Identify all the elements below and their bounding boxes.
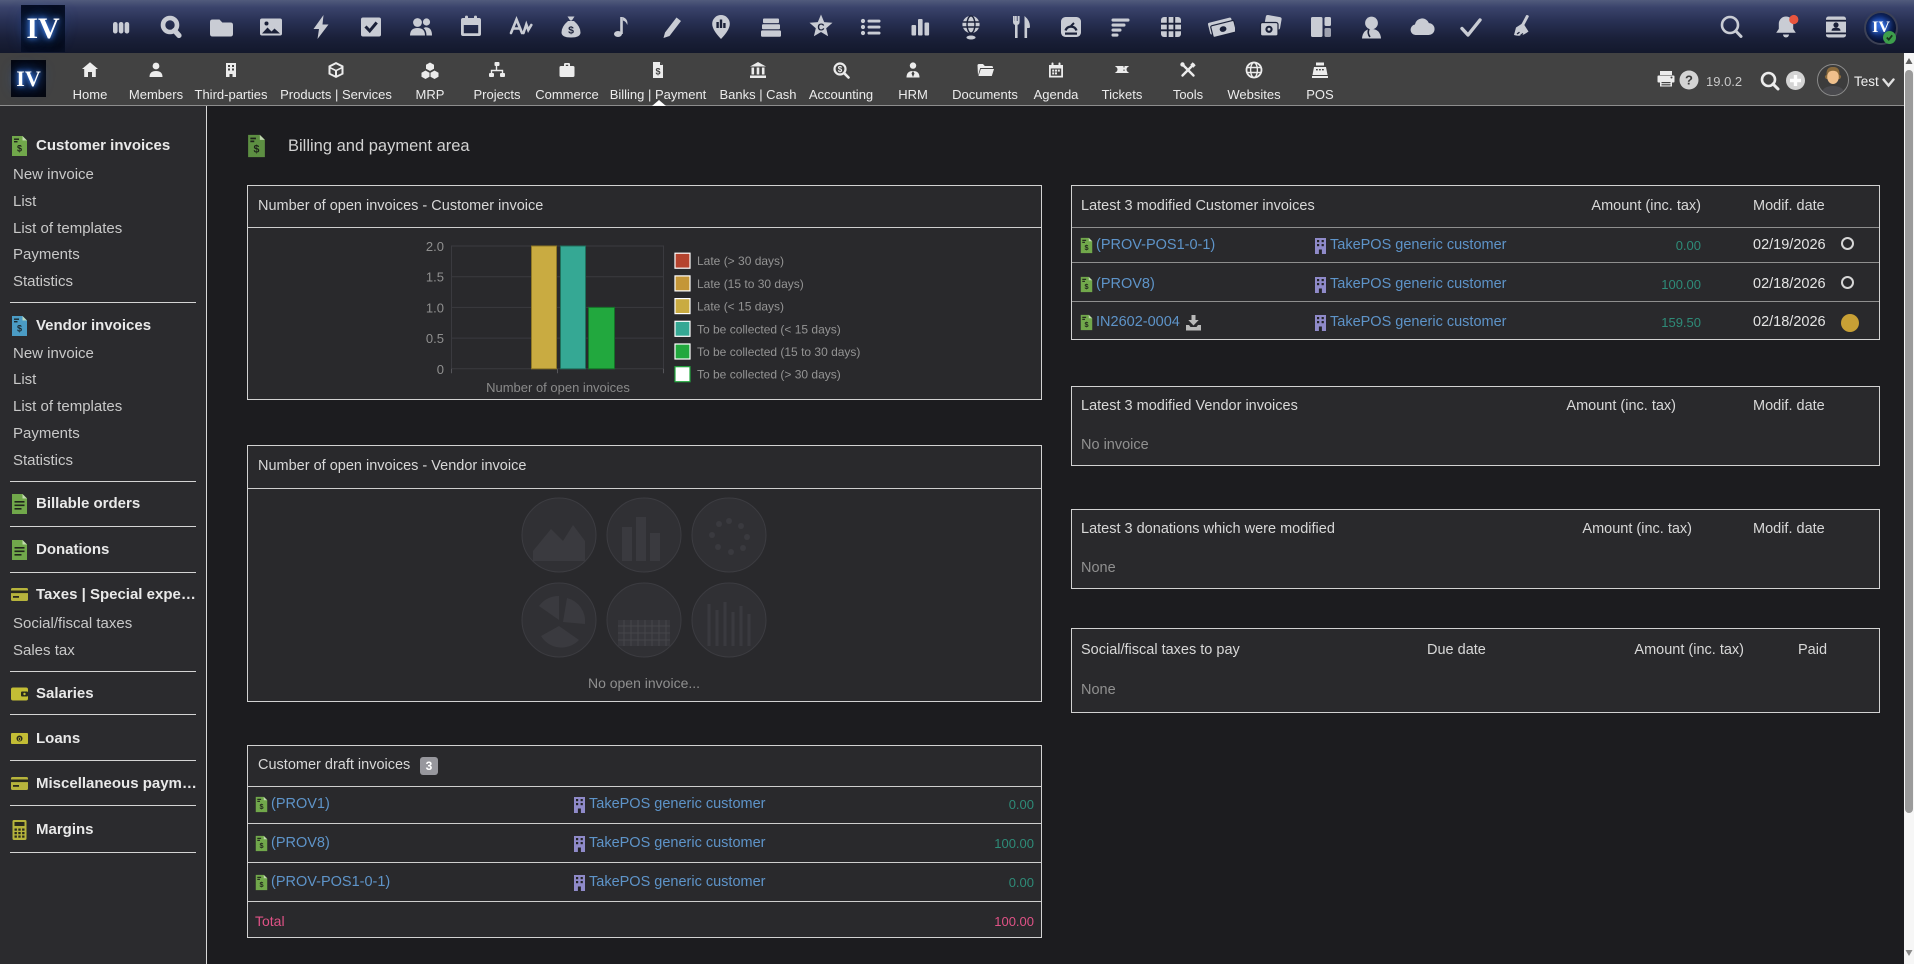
svg-text:0: 0 — [18, 737, 21, 743]
svg-text:No open invoice...: No open invoice... — [588, 675, 700, 691]
svg-text:$: $ — [259, 841, 263, 850]
svg-text:0.5: 0.5 — [426, 331, 444, 346]
svg-text:$: $ — [17, 324, 22, 334]
svg-text:$: $ — [1084, 320, 1088, 329]
svg-text:$: $ — [1084, 282, 1088, 291]
svg-text:0: 0 — [437, 362, 444, 377]
svg-text:Late (> 30 days): Late (> 30 days) — [697, 254, 784, 268]
svg-text:1.5: 1.5 — [426, 270, 444, 285]
svg-text:Number of open invoices: Number of open invoices — [486, 380, 630, 395]
svg-text:$: $ — [1084, 243, 1088, 252]
svg-text:Late (15 to 30 days): Late (15 to 30 days) — [697, 277, 804, 291]
svg-text:To be collected (15 to 30 days: To be collected (15 to 30 days) — [697, 345, 860, 359]
svg-text:2.0: 2.0 — [426, 239, 444, 254]
svg-text:To be collected (> 30 days): To be collected (> 30 days) — [697, 368, 841, 382]
svg-text:1.0: 1.0 — [426, 300, 444, 315]
svg-text:$: $ — [259, 802, 263, 811]
svg-text:$: $ — [259, 880, 263, 889]
svg-text:$: $ — [254, 144, 260, 156]
svg-text:To be collected (< 15 days): To be collected (< 15 days) — [697, 322, 841, 336]
svg-text:?: ? — [1685, 73, 1693, 88]
svg-text:C: C — [817, 23, 824, 34]
svg-text:$: $ — [655, 67, 660, 77]
svg-text:Late (< 15 days): Late (< 15 days) — [697, 300, 784, 314]
svg-text:$: $ — [568, 25, 574, 37]
svg-text:$: $ — [17, 144, 22, 154]
svg-text:$: $ — [838, 65, 843, 74]
